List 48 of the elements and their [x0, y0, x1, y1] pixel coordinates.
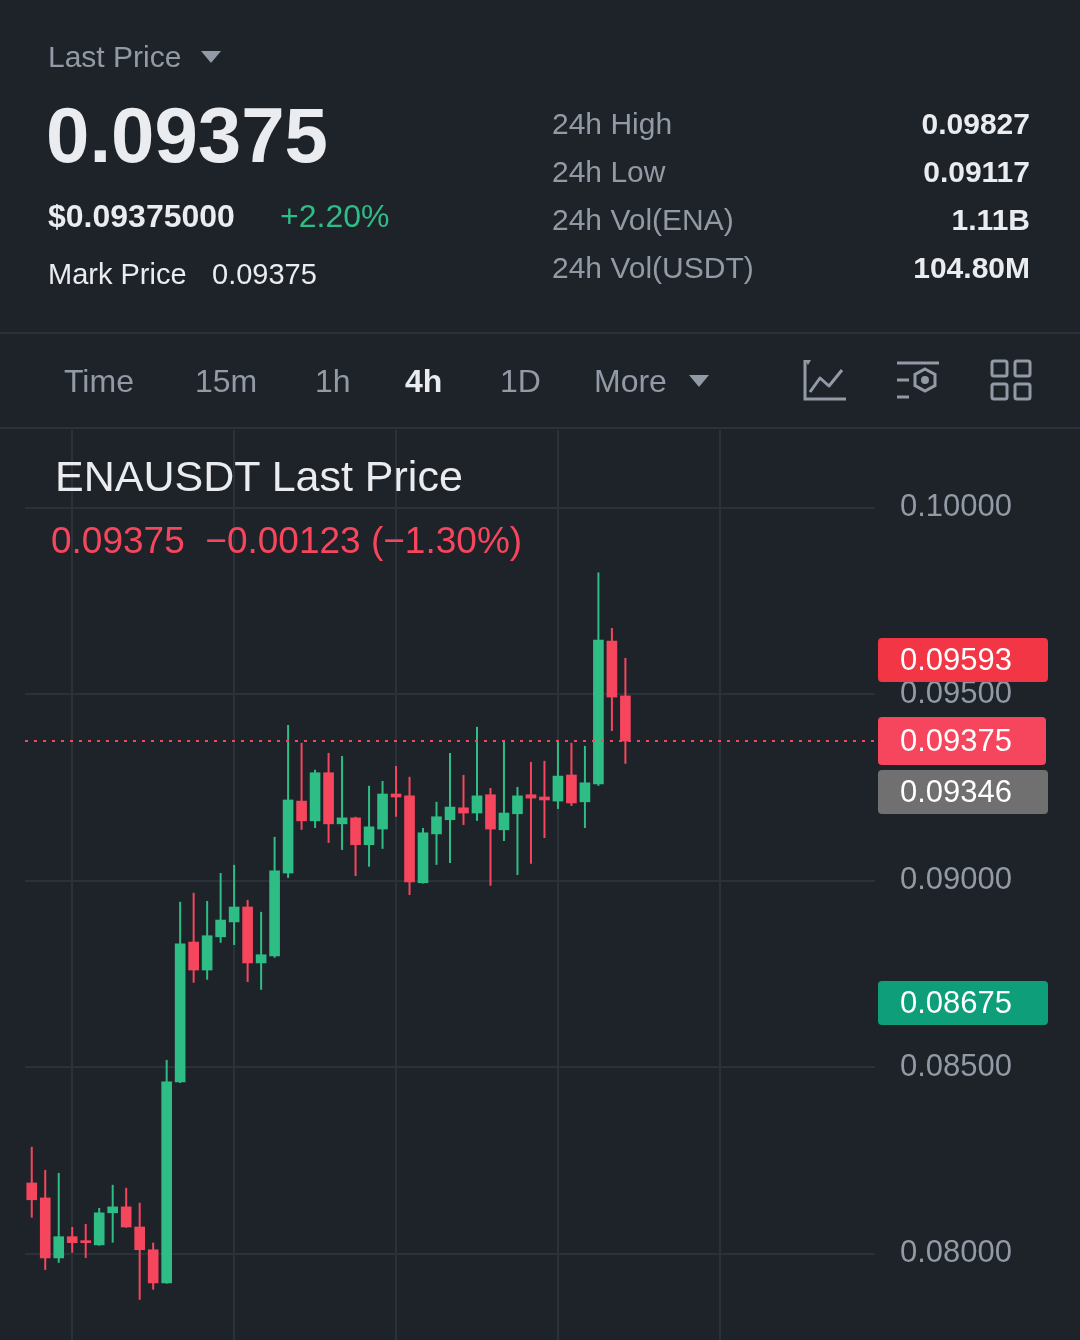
candlestick — [107, 1183, 119, 1244]
y-tick-label: 0.09000 — [900, 861, 1013, 897]
text: Time — [64, 363, 134, 399]
candlestick — [66, 1226, 78, 1254]
candlestick — [215, 872, 226, 944]
y-tick-label: 0.08500 — [900, 1047, 1013, 1083]
ref-line-label: 0.09375 — [900, 722, 1013, 758]
text: 0.09593 — [878, 638, 1048, 682]
y-tick-label: 0.08000 — [900, 1234, 1013, 1270]
candlestick — [255, 910, 267, 991]
candlestick — [363, 784, 375, 868]
candlestick — [296, 741, 307, 831]
text: 1D — [500, 363, 541, 399]
text: ENAUSDT Last Price — [55, 452, 463, 500]
text: 24h Low — [552, 155, 666, 188]
text: $0.09375000 — [48, 198, 235, 234]
text: 0.09346 — [878, 770, 1048, 814]
text: Mark Price — [48, 258, 187, 290]
text: 0.09827 — [921, 107, 1030, 140]
text: 24h Vol(USDT) — [552, 251, 754, 284]
candlestick — [134, 1201, 146, 1301]
text: 104.80M — [913, 251, 1030, 284]
candlestick — [80, 1223, 92, 1259]
candlestick — [444, 751, 456, 864]
candlestick — [525, 760, 537, 865]
candlestick — [458, 773, 469, 826]
candlestick — [26, 1145, 38, 1219]
text: 4h — [405, 363, 443, 399]
text: 0.09375 — [212, 258, 317, 290]
text: 0.09375 −0.00123 (−1.30%) — [51, 520, 523, 561]
text: 0.09117 — [923, 155, 1030, 188]
candlestick — [512, 785, 523, 876]
candlestick — [228, 863, 240, 947]
text: Last Price — [48, 40, 182, 73]
text: 15m — [195, 363, 258, 399]
text: 24h Vol(ENA) — [552, 203, 734, 236]
candlestick — [579, 744, 591, 829]
candlestick — [53, 1171, 65, 1264]
text: 1h — [315, 363, 351, 399]
candlestick — [431, 800, 442, 866]
text: More — [594, 363, 667, 399]
text: 0.08675 — [878, 981, 1048, 1025]
text: +2.20% — [280, 198, 390, 234]
y-tick-label: 0.10000 — [900, 488, 1013, 524]
text: 0.09375 — [46, 91, 328, 179]
text: 1.11B — [951, 203, 1030, 236]
candlestick — [120, 1186, 132, 1229]
text: 24h High — [552, 107, 673, 140]
